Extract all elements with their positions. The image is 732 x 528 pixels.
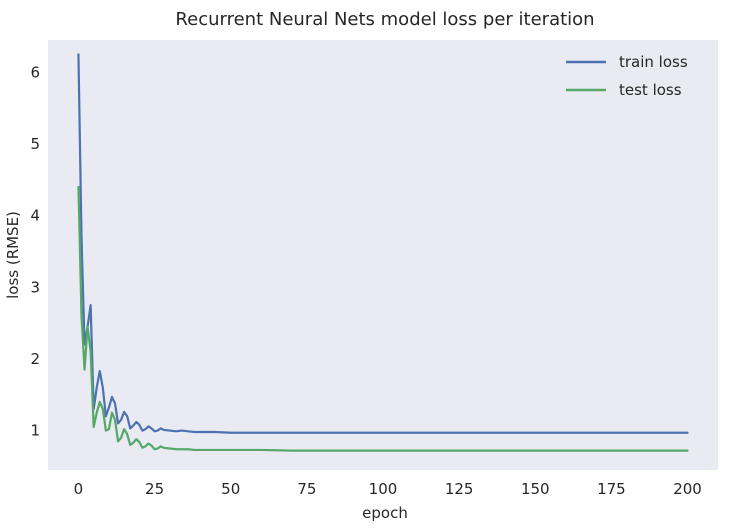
legend-label-train-loss: train loss (619, 53, 688, 71)
x-tick-label: 25 (145, 480, 164, 498)
x-tick-label: 0 (74, 480, 84, 498)
chart-title: Recurrent Neural Nets model loss per ite… (175, 9, 594, 30)
y-tick-label: 4 (30, 207, 40, 225)
x-tick-label: 175 (597, 480, 626, 498)
legend-label-test-loss: test loss (619, 81, 682, 99)
y-tick-label: 3 (30, 278, 40, 296)
y-tick-label: 1 (30, 422, 40, 440)
x-tick-label: 50 (221, 480, 240, 498)
x-axis-label: epoch (362, 504, 408, 522)
legend: train loss test loss (566, 53, 688, 99)
x-tick-label: 75 (297, 480, 316, 498)
x-tick-label: 125 (445, 480, 474, 498)
y-axis-label: loss (RMSE) (4, 211, 22, 299)
x-axis-ticks: 0 25 50 75 100 125 150 175 200 (74, 480, 702, 498)
series-line-train-loss (77, 53, 689, 434)
x-tick-label: 200 (673, 480, 702, 498)
y-axis-ticks: 1 2 3 4 5 6 (30, 63, 40, 439)
x-tick-label: 150 (521, 480, 550, 498)
y-tick-label: 5 (30, 135, 40, 153)
series-line-test-loss (77, 185, 689, 452)
plot-background (48, 40, 718, 470)
x-tick-label: 100 (369, 480, 398, 498)
y-tick-label: 2 (30, 350, 40, 368)
series-layer (77, 53, 689, 452)
y-tick-label: 6 (30, 63, 40, 81)
